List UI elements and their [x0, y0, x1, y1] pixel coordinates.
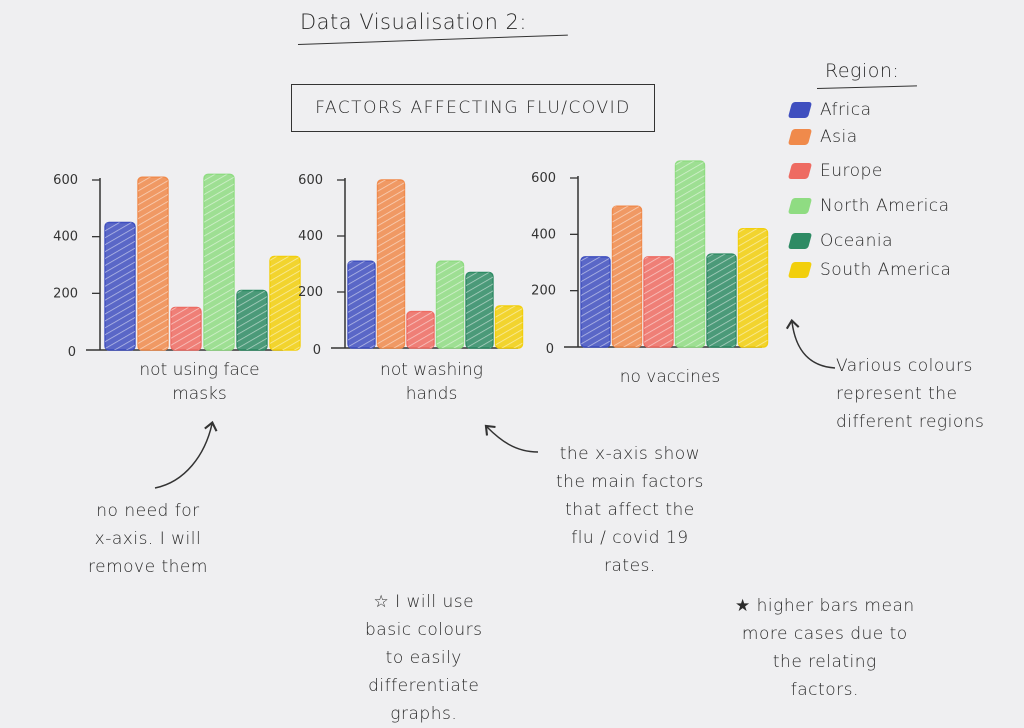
note-line: remove them: [88, 557, 208, 577]
bar-hatch: [738, 228, 768, 347]
bar-hatch: [436, 261, 464, 348]
note-line: differentiate: [368, 676, 480, 696]
note-line: the x-axis show: [559, 444, 701, 464]
legend-item-europe: Europe: [787, 158, 883, 184]
factors-note: the x-axis show the main factors that af…: [556, 440, 704, 580]
legend-note: Various colours represent the different …: [836, 352, 984, 436]
legend-label: Oceania: [820, 231, 894, 251]
legend-item-asia: Asia: [787, 124, 858, 150]
bar-hatch: [270, 256, 300, 350]
note-line: different regions: [836, 412, 985, 432]
y-tick-label: 0: [68, 345, 76, 360]
bars-note: ★ higher bars mean more cases due to the…: [735, 592, 915, 704]
y-tick-label: 600: [53, 173, 78, 188]
bar-hatch: [675, 161, 705, 347]
note-line: factors.: [790, 680, 859, 700]
bar-hatch: [138, 177, 168, 350]
note-line: Various colours: [836, 356, 973, 376]
bar-hatch: [581, 256, 610, 347]
arrow-to-factor: [484, 424, 539, 453]
bar-hatch: [612, 206, 642, 347]
note-line: ☆ I will use: [373, 592, 475, 612]
note-line: the main factors: [556, 472, 704, 492]
page-title: Data Visualisation 2:: [300, 10, 527, 34]
note-line: x-axis. I will: [94, 529, 202, 549]
arrow-to-xlabel: [154, 420, 218, 489]
note-line: to easily: [385, 648, 462, 668]
note-line: the relating: [772, 652, 877, 672]
note-line: that affect the: [565, 500, 695, 520]
note-line: graphs.: [390, 704, 458, 724]
legend-item-north-america: North America: [787, 193, 950, 219]
y-tick-label: 600: [298, 173, 323, 188]
bar-hatch: [407, 311, 434, 348]
note-line: no need for: [96, 501, 200, 521]
y-tick-label: 200: [298, 285, 323, 300]
bar-hatch: [644, 256, 673, 347]
bar-hatch: [495, 306, 523, 348]
note-line: represent the: [836, 384, 958, 404]
bar-hatch: [204, 174, 234, 350]
chart-no-vaccines: 0 200 400 600 no vaccines: [531, 160, 769, 387]
y-tick-label: 400: [53, 230, 78, 245]
y-tick-label: 0: [313, 343, 321, 358]
legend-label: North America: [820, 196, 950, 216]
legend-item-oceania: Oceania: [787, 228, 894, 254]
y-tick-label: 200: [531, 284, 556, 299]
bar-hatch: [105, 222, 135, 350]
bar-hatch: [707, 254, 736, 347]
xaxis-note: no need for x-axis. I will remove them: [88, 497, 208, 581]
note-line: more cases due to: [741, 624, 908, 644]
chart-face-masks: 0 200 400 600 not using face masks: [53, 173, 301, 404]
legend-label: Africa: [820, 100, 872, 120]
bar-hatch: [171, 307, 201, 350]
colours-note: ☆ I will use basic colours to easily dif…: [365, 588, 483, 728]
y-tick-label: 600: [531, 171, 556, 186]
x-axis-label: hands: [406, 384, 458, 404]
note-line: rates.: [604, 556, 656, 576]
note-line: flu / covid 19: [571, 528, 689, 548]
y-tick-label: 400: [298, 229, 323, 244]
legend-label: South America: [820, 260, 952, 280]
legend-item-south-america: South America: [787, 257, 952, 283]
arrow-to-legend: [785, 318, 836, 369]
x-axis-label: no vaccines: [620, 367, 721, 387]
x-axis-label: masks: [172, 384, 227, 404]
bar-hatch: [377, 180, 405, 348]
y-tick-label: 0: [546, 342, 554, 357]
x-axis-label: not using face: [139, 360, 259, 380]
y-tick-label: 400: [531, 227, 556, 242]
note-line: ★ higher bars mean: [735, 596, 915, 616]
legend-label: Europe: [820, 161, 883, 181]
x-axis-label: not washing: [380, 360, 483, 380]
bar-hatch: [466, 272, 493, 348]
y-tick-label: 200: [53, 286, 78, 301]
legend-label: Asia: [820, 127, 858, 147]
bar-hatch: [348, 261, 375, 348]
note-line: basic colours: [365, 620, 483, 640]
chart-washing-hands: 0 200 400 600 not washing hands: [298, 173, 524, 404]
bar-hatch: [237, 290, 267, 350]
legend-item-africa: Africa: [787, 97, 872, 123]
chart-title: FACTORS AFFECTING FLU/COVID: [291, 84, 655, 132]
legend-title: Region:: [825, 60, 900, 82]
